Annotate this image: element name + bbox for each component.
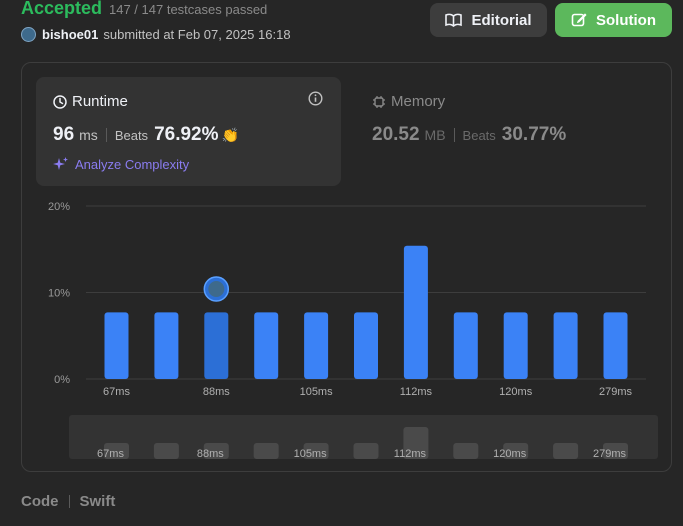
solution-label: Solution xyxy=(596,11,656,29)
divider xyxy=(68,495,70,508)
range-slider-bar xyxy=(104,443,129,459)
analyze-label: Analyze Complexity xyxy=(75,156,190,172)
runtime-distribution-chart: 0% 10% 20% 67ms 88ms 105ms 112ms 120ms 279ms 67ms… xyxy=(48,201,658,460)
x-tick-label: 67ms xyxy=(103,386,130,398)
code-section-header: Code Swift xyxy=(21,493,115,510)
range-slider-bar xyxy=(503,443,529,459)
divider xyxy=(105,128,107,142)
runtime-beats-label: Beats xyxy=(114,128,149,143)
chart-bar[interactable] xyxy=(304,312,329,379)
code-label: Code xyxy=(21,493,59,510)
chart-bar[interactable] xyxy=(354,312,378,379)
memory-title-text: Memory xyxy=(391,93,446,110)
chart-bar[interactable] xyxy=(603,312,628,379)
range-slider-tick-label: 120ms xyxy=(493,448,527,460)
clapping-hands-icon: 👏 xyxy=(221,127,239,143)
username[interactable]: bishoe01 xyxy=(42,27,99,42)
book-icon xyxy=(445,13,463,27)
memory-unit: MB xyxy=(424,127,446,143)
range-slider-bar xyxy=(353,443,379,459)
memory-metrics: 20.52 MB Beats 30.77% xyxy=(372,124,566,146)
range-slider-bar xyxy=(253,443,279,459)
range-slider-tick-label: 112ms xyxy=(394,448,427,460)
runtime-title-text: Runtime xyxy=(72,93,128,110)
info-icon[interactable] xyxy=(308,91,323,106)
testcases-passed: 147 / 147 testcases passed xyxy=(109,2,268,17)
chart-bar[interactable] xyxy=(503,312,528,379)
range-slider-bar xyxy=(153,443,179,459)
runtime-beats-value: 76.92% xyxy=(154,124,219,145)
x-tick-label: 120ms xyxy=(499,386,533,398)
avatar[interactable] xyxy=(21,27,36,42)
sparkle-icon xyxy=(53,157,68,170)
x-tick-label: 88ms xyxy=(203,386,230,398)
status-label: Accepted xyxy=(21,0,103,18)
range-slider-bar xyxy=(203,443,229,459)
clock-icon xyxy=(53,94,67,109)
avatar xyxy=(208,281,225,297)
chart-bar[interactable] xyxy=(154,312,179,379)
memory-value: 20.52 xyxy=(372,124,420,145)
range-slider-tick-label: 88ms xyxy=(197,448,224,460)
runtime-unit: ms xyxy=(79,127,98,143)
range-slider-bar xyxy=(303,443,329,459)
chart-bar[interactable] xyxy=(204,312,229,379)
submitter-info: bishoe01 submitted at Feb 07, 2025 16:18 xyxy=(21,27,291,42)
runtime-title: Runtime xyxy=(53,93,128,110)
y-tick-label: 20% xyxy=(48,201,70,213)
divider xyxy=(453,128,455,142)
y-tick-label: 0% xyxy=(54,374,70,386)
chart-bar[interactable] xyxy=(553,312,578,379)
runtime-metrics: 96 ms Beats 76.92% 👏 xyxy=(53,124,239,146)
analyze-complexity-link[interactable]: Analyze Complexity xyxy=(53,156,189,172)
range-slider-bar xyxy=(403,427,429,459)
chart-bar[interactable] xyxy=(453,312,478,379)
chart-bar[interactable] xyxy=(104,312,129,379)
submitted-time: submitted at Feb 07, 2025 16:18 xyxy=(103,27,291,42)
range-slider-bar xyxy=(453,443,479,459)
chip-icon xyxy=(373,95,385,108)
chart-bar[interactable] xyxy=(403,245,428,379)
x-tick-label: 279ms xyxy=(599,386,633,398)
memory-card[interactable]: Memory 20.52 MB Beats 30.77% xyxy=(355,77,660,186)
language-label[interactable]: Swift xyxy=(79,493,116,510)
range-slider-tick-label: 279ms xyxy=(593,448,627,460)
x-tick-label: 112ms xyxy=(400,386,433,398)
range-slider-tick-label: 105ms xyxy=(294,448,328,460)
y-tick-label: 10% xyxy=(48,288,70,300)
editorial-label: Editorial xyxy=(471,11,532,29)
submission-header: Accepted 147 / 147 testcases passed bish… xyxy=(0,0,683,60)
range-slider-bar xyxy=(553,443,579,459)
memory-beats-value: 30.77% xyxy=(501,124,567,145)
editorial-button[interactable]: Editorial xyxy=(430,3,547,37)
runtime-value: 96 xyxy=(53,124,75,145)
memory-title: Memory xyxy=(372,93,445,110)
chart-bar[interactable] xyxy=(254,312,279,379)
memory-beats-label: Beats xyxy=(462,128,496,143)
solution-button[interactable]: Solution xyxy=(555,3,672,37)
range-slider-bar xyxy=(603,443,628,459)
range-slider-tick-label: 67ms xyxy=(97,448,124,460)
edit-icon xyxy=(571,13,587,27)
runtime-card[interactable]: Runtime 96 ms Beats 76.92% 👏 Analyze Com… xyxy=(36,77,341,186)
stats-panel: Runtime 96 ms Beats 76.92% 👏 Analyze Com… xyxy=(21,62,672,472)
x-tick-label: 105ms xyxy=(300,386,334,398)
